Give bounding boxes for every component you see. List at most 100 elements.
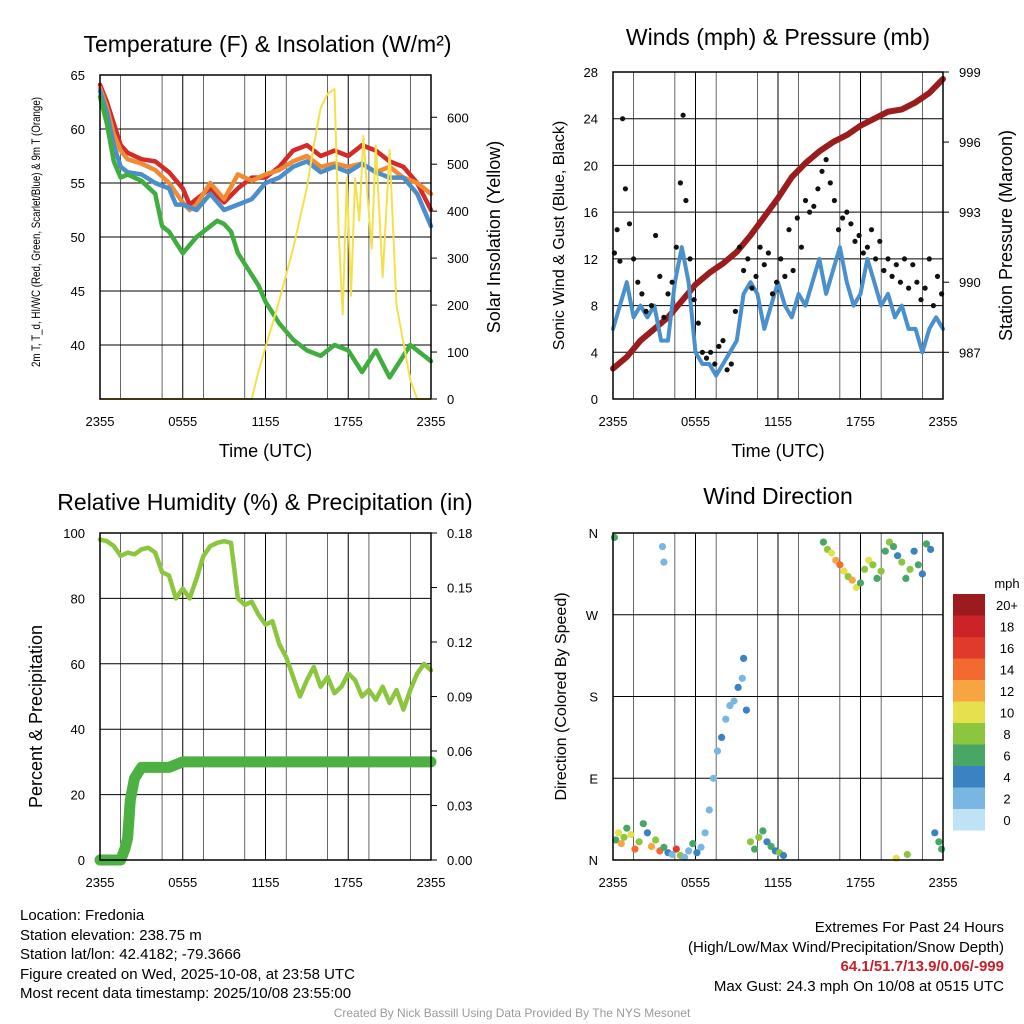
direction-point xyxy=(726,702,734,710)
colorbar-label: 14 xyxy=(1000,662,1014,677)
series-line-2 xyxy=(97,88,434,229)
humidity-panel: 2355 0555 1155 1755 23550204060801000.000.03… xyxy=(26,489,473,890)
y-tick-label-left: 4 xyxy=(591,345,598,360)
latest-timestamp: Most recent data timestamp: 2025/10/08 2… xyxy=(20,985,352,1002)
plot-border xyxy=(99,74,432,400)
gust-point xyxy=(761,262,767,268)
extremes-heading: Extremes For Past 24 Hours xyxy=(814,919,1004,936)
gust-point xyxy=(745,256,751,262)
direction-point xyxy=(938,845,946,853)
y-tick-label-left: 50 xyxy=(71,230,85,245)
direction-point xyxy=(877,567,885,575)
gust-point xyxy=(728,361,734,367)
y-tick-label-right: 993 xyxy=(959,205,981,220)
y-tick-label-right: 0.06 xyxy=(447,744,472,759)
colorbar-label: 2 xyxy=(1003,791,1010,806)
direction-point xyxy=(734,683,742,692)
colorbar-swatch xyxy=(953,680,985,702)
direction-point xyxy=(627,831,635,839)
extremes-fields: (High/Low/Max Wind/Precipitation/Snow De… xyxy=(688,938,1004,956)
gust-point xyxy=(848,221,854,227)
y-axis-label-left: Direction (Colored By Speed) xyxy=(553,592,570,800)
gust-point xyxy=(769,291,776,297)
gust-point xyxy=(665,291,671,297)
y-tick-label-right: 300 xyxy=(447,251,469,266)
gust-point xyxy=(844,209,850,215)
figure-created: Figure created on Wed, 2025-10-08, at 23… xyxy=(20,965,355,983)
y-tick-label-right: 0.09 xyxy=(447,690,472,705)
direction-point xyxy=(935,838,943,846)
gust-point xyxy=(893,262,899,268)
direction-point xyxy=(652,836,660,844)
x-tick-label: 2355 xyxy=(86,414,115,429)
x-tick-label: 2355 xyxy=(86,875,115,890)
direction-point xyxy=(819,538,828,546)
y-tick-label-left: 60 xyxy=(71,122,85,137)
colorbar-title: mph xyxy=(994,576,1019,591)
gust-point xyxy=(819,168,825,174)
gust-point xyxy=(657,273,663,279)
y-tick-label-right: 0.18 xyxy=(447,526,472,541)
x-tick-label: 2355 xyxy=(417,414,446,429)
x-tick-label: 0555 xyxy=(681,875,710,890)
gust-point xyxy=(897,279,904,285)
y-tick-label-right: 999 xyxy=(959,65,981,80)
direction-point xyxy=(873,574,881,583)
direction-point xyxy=(668,850,676,859)
x-tick-label: 1155 xyxy=(764,414,792,429)
gust-point xyxy=(906,285,912,291)
y-tick-label-left: 8 xyxy=(591,299,598,314)
y-tick-label-left: 20 xyxy=(71,788,85,803)
gust-point xyxy=(815,186,821,192)
gust-point xyxy=(680,112,686,118)
y-tick-label-right: 500 xyxy=(447,157,469,172)
colorbar-swatch xyxy=(953,615,985,637)
winds-panel: 2355 0555 1155 1755 235504812162024289879909… xyxy=(551,24,1016,461)
x-tick-label: 0555 xyxy=(168,414,197,429)
direction-point xyxy=(693,849,701,857)
direction-point xyxy=(643,829,652,837)
chart-title: Relative Humidity (%) & Precipitation (i… xyxy=(57,489,472,515)
x-tick-label: 1755 xyxy=(846,414,875,429)
gust-point xyxy=(827,180,833,186)
direction-point xyxy=(631,845,639,853)
x-tick-label: 2355 xyxy=(929,875,958,890)
gust-point xyxy=(753,273,759,279)
y-tick-label-left: S xyxy=(589,690,598,705)
station-location: Location: Fredonia xyxy=(20,907,145,924)
series-line-0 xyxy=(97,82,434,213)
y-axis-label-left: Sonic Wind & Gust (Blue, Black) xyxy=(551,121,568,350)
gust-point xyxy=(732,308,739,314)
colorbar-label: 12 xyxy=(1000,684,1014,699)
gust-point xyxy=(724,367,730,373)
x-tick-label: 2355 xyxy=(417,875,446,890)
y-tick-label-left: 0 xyxy=(78,853,85,868)
direction-point xyxy=(918,570,927,578)
x-tick-label: 0555 xyxy=(681,414,710,429)
y-tick-label-left: 80 xyxy=(71,591,85,606)
gust-point xyxy=(881,267,887,274)
y-tick-label-right: 990 xyxy=(959,275,981,290)
colorbar-swatch xyxy=(953,723,985,745)
gust-point xyxy=(802,197,809,204)
direction-point xyxy=(894,552,902,560)
x-tick-label: 1155 xyxy=(764,875,792,890)
gust-point xyxy=(626,221,633,227)
colorbar-label: 8 xyxy=(1003,727,1010,742)
gust-point xyxy=(648,303,655,309)
gust-point xyxy=(695,320,701,326)
direction-point xyxy=(709,774,718,782)
direction-point xyxy=(914,561,922,569)
direction-point xyxy=(742,706,751,714)
gust-point xyxy=(653,232,659,239)
station-elevation: Station elevation: 238.75 m xyxy=(20,926,202,944)
direction-point xyxy=(689,840,697,848)
direction-point xyxy=(738,674,746,682)
direction-point xyxy=(889,543,898,551)
gust-point xyxy=(620,116,626,122)
chart-title: Temperature (F) & Insolation (W/m²) xyxy=(83,31,451,57)
gust-point xyxy=(840,215,846,221)
y-tick-label-left: 16 xyxy=(584,205,598,220)
